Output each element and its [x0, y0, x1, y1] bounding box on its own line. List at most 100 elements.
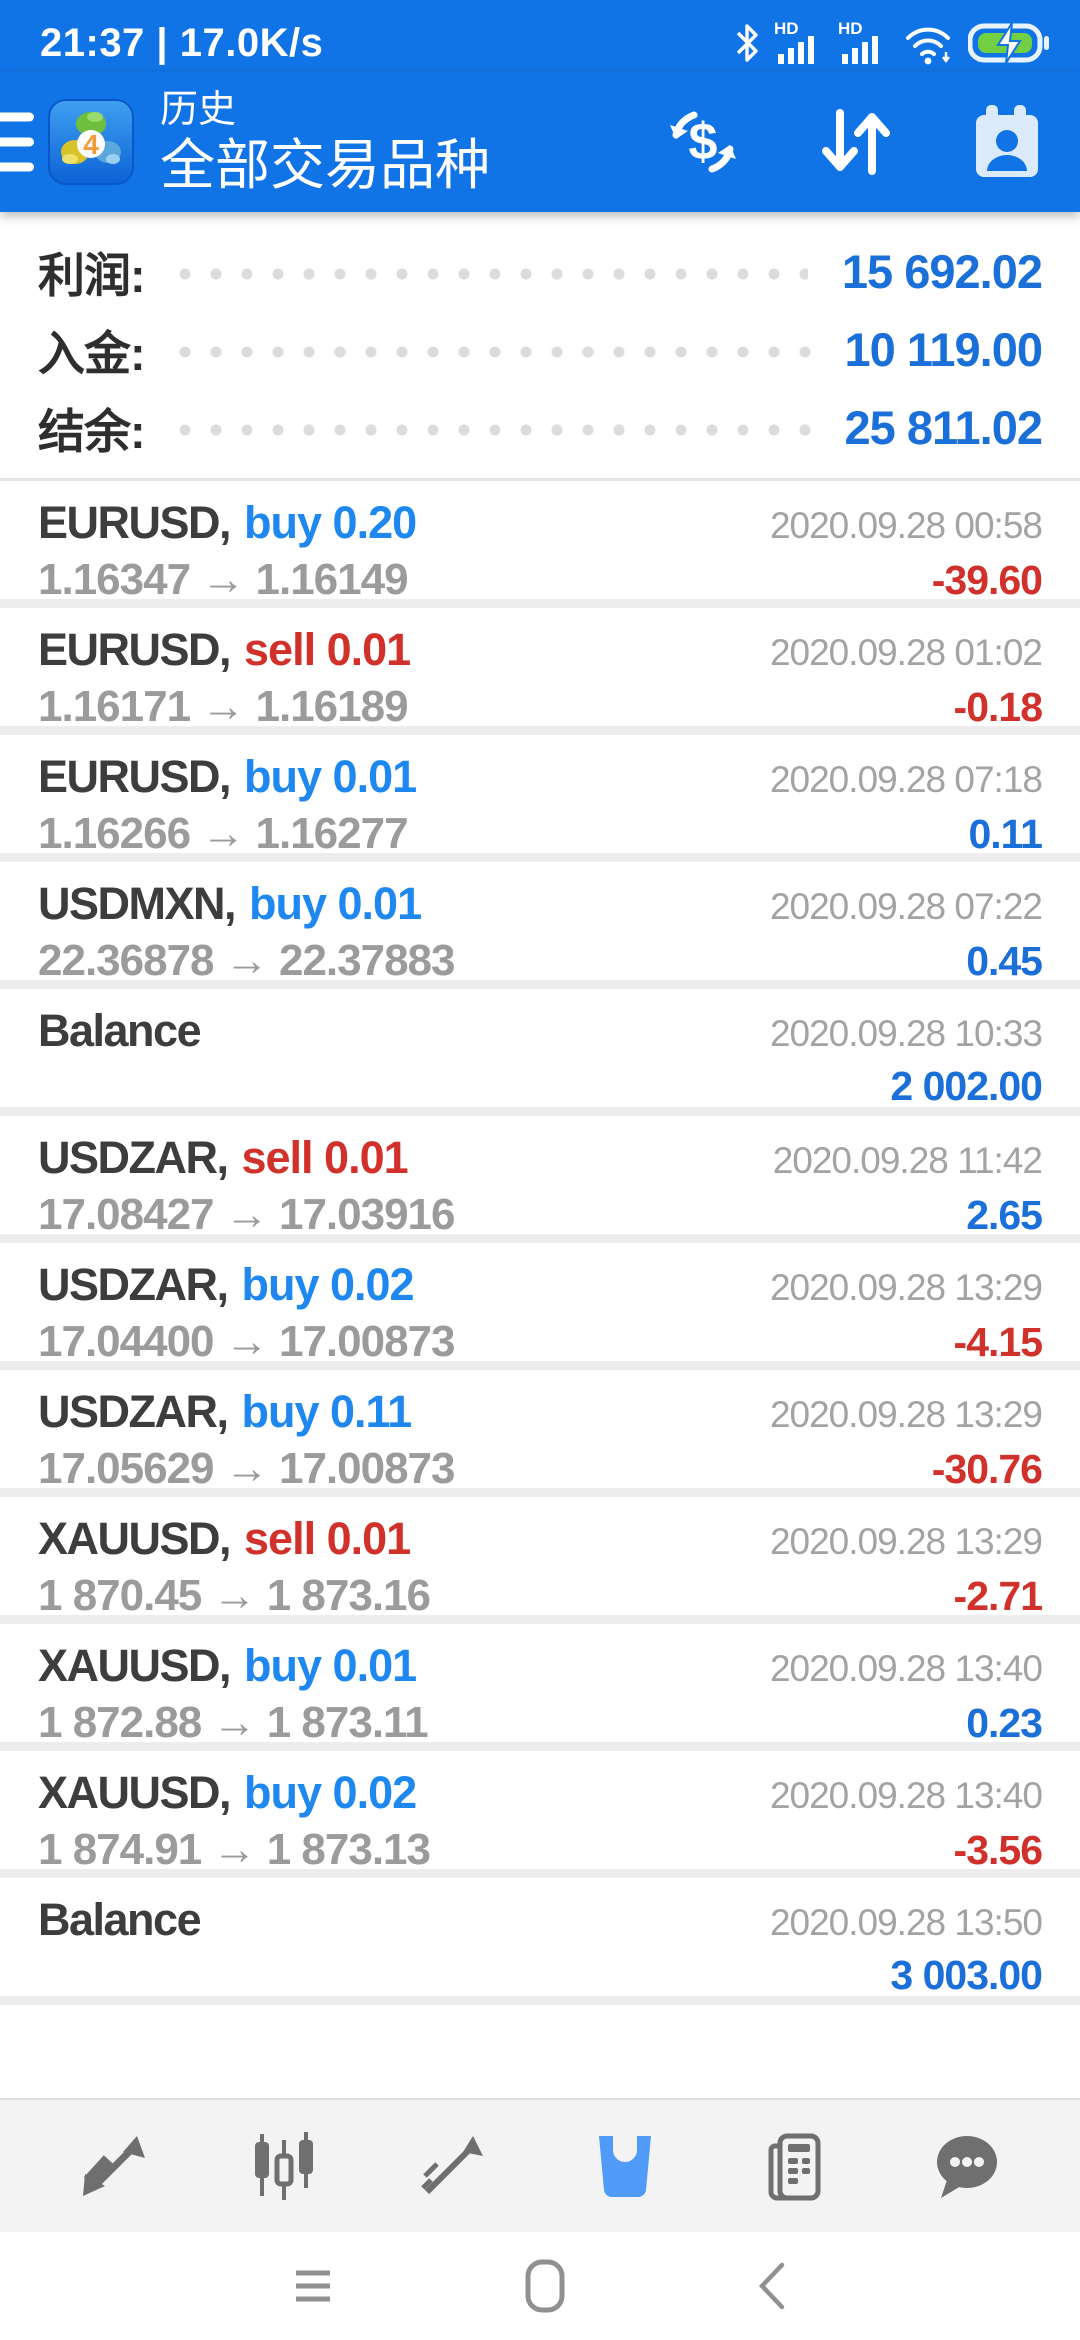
symbol-label: USDZAR, [38, 1132, 229, 1183]
row-title: EURUSD, buy 0.20 [38, 497, 417, 549]
row-profit: 0.23 [966, 1700, 1043, 1746]
svg-text:HD: HD [774, 20, 799, 38]
history-list: EURUSD, buy 0.20 2020.09.28 00:58 1.1634… [0, 481, 1080, 2005]
row-title: USDMXN, buy 0.01 [38, 878, 422, 930]
recents-menu-icon[interactable] [290, 2263, 336, 2309]
row-title: USDZAR, buy 0.02 [38, 1259, 415, 1311]
history-row[interactable]: USDZAR, buy 0.02 2020.09.28 13:29 17.044… [0, 1243, 1080, 1370]
side-volume-label: sell 0.01 [241, 1132, 409, 1183]
row-title: EURUSD, buy 0.01 [38, 751, 417, 803]
symbol-label: EURUSD, [38, 624, 232, 675]
signal-hd-icon: HD [774, 20, 826, 66]
symbol-label: EURUSD, [38, 497, 232, 548]
row-profit: -3.56 [953, 1827, 1043, 1873]
quotes-tab quotes-arrows-icon[interactable] [79, 2130, 151, 2202]
history-row[interactable]: USDMXN, buy 0.01 2020.09.28 07:22 22.368… [0, 862, 1080, 989]
history-tab-active inbox-history-icon[interactable] [587, 2128, 663, 2204]
history-row[interactable]: USDZAR, buy 0.11 2020.09.28 13:29 17.056… [0, 1370, 1080, 1497]
news-tab newspaper-icon[interactable] [760, 2130, 832, 2202]
page-title: 历史 [160, 89, 237, 131]
side-volume-label: buy 0.01 [244, 751, 417, 802]
history-row[interactable]: EURUSD, sell 0.01 2020.09.28 01:02 1.161… [0, 608, 1080, 735]
row-profit: -4.15 [953, 1319, 1043, 1365]
bluetooth-icon [732, 21, 762, 65]
row-datetime: 2020.09.28 13:29 [769, 1521, 1043, 1562]
status-bar: 21:37 | 17.0K/s HD HD [0, 0, 1080, 72]
history-row[interactable]: XAUUSD, sell 0.01 2020.09.28 13:29 1 870… [0, 1497, 1080, 1624]
row-title: XAUUSD, buy 0.02 [38, 1767, 417, 1819]
history-row[interactable]: EURUSD, buy 0.20 2020.09.28 00:58 1.1634… [0, 481, 1080, 608]
wifi-icon [902, 20, 956, 66]
metatrader4-logo: 4 [48, 99, 134, 185]
row-profit: 2 002.00 [890, 1063, 1043, 1109]
summary-label: 入金: [38, 326, 146, 380]
currency-exchange-icon[interactable]: $ [664, 101, 742, 183]
signal-hd-icon: HD [838, 20, 890, 66]
side-volume-label: buy 0.02 [241, 1259, 415, 1310]
symbol-label: USDMXN, [38, 878, 237, 929]
row-title: EURUSD, sell 0.01 [38, 624, 411, 676]
row-prices: 1.16347 → 1.16149 [38, 555, 409, 604]
row-datetime: 2020.09.28 13:29 [769, 1267, 1043, 1308]
messages-tab chat-bubble-icon[interactable] [929, 2130, 1001, 2202]
side-volume-label: buy 0.01 [249, 878, 422, 929]
row-profit: -2.71 [953, 1573, 1043, 1619]
app-header: 4 历史 全部交易品种 $ [0, 72, 1080, 212]
dotted-leader [178, 346, 811, 358]
svg-text:HD: HD [838, 20, 863, 38]
symbol-label: Balance [38, 1005, 202, 1056]
row-title: XAUUSD, sell 0.01 [38, 1513, 411, 1565]
battery-charging-icon [968, 21, 1050, 65]
row-datetime: 2020.09.28 13:40 [769, 1648, 1043, 1689]
row-title: USDZAR, sell 0.01 [38, 1132, 409, 1184]
history-row[interactable]: Balance 2020.09.28 10:33 2 002.00 [0, 989, 1080, 1116]
summary-row: 结余: 25 811.02 [38, 388, 1043, 466]
history-row[interactable]: USDZAR, sell 0.01 2020.09.28 11:42 17.08… [0, 1116, 1080, 1243]
side-volume-label: sell 0.01 [244, 624, 411, 675]
row-datetime: 2020.09.28 13:40 [769, 1775, 1043, 1816]
dotted-leader [178, 424, 811, 436]
row-title: XAUUSD, buy 0.01 [38, 1640, 417, 1692]
side-volume-label: buy 0.02 [244, 1767, 417, 1818]
row-profit: -30.76 [931, 1446, 1043, 1492]
row-title: USDZAR, buy 0.11 [38, 1386, 413, 1438]
svg-text:$: $ [689, 113, 718, 171]
sort-arrows-icon[interactable] [816, 101, 896, 183]
svg-text:4: 4 [83, 129, 99, 160]
history-row[interactable]: Balance 2020.09.28 13:50 3 003.00 [0, 1878, 1080, 2005]
side-volume-label: buy 0.20 [244, 497, 417, 548]
summary-label: 利润: [38, 248, 146, 302]
symbol-label: USDZAR, [38, 1259, 229, 1310]
side-volume-label: buy 0.01 [244, 1640, 417, 1691]
charts-tab candlestick-chart-icon[interactable] [248, 2130, 320, 2202]
row-datetime: 2020.09.28 10:33 [769, 1013, 1043, 1054]
row-prices: 1 872.88 → 1 873.11 [38, 1698, 429, 1747]
back-icon[interactable] [754, 2259, 790, 2313]
status-time-netspeed: 21:37 | 17.0K/s [40, 20, 324, 65]
summary-row: 利润: 15 692.02 [38, 232, 1043, 310]
row-prices: 17.04400 → 17.00873 [38, 1317, 455, 1366]
row-title: Balance [38, 1894, 202, 1946]
symbol-label: Balance [38, 1894, 202, 1945]
symbol-label: XAUUSD, [38, 1767, 232, 1818]
row-datetime: 2020.09.28 00:58 [769, 505, 1043, 546]
row-profit: 3 003.00 [890, 1952, 1043, 1998]
dotted-leader [178, 268, 808, 280]
menu-hamburger-icon[interactable] [0, 112, 34, 172]
history-row[interactable]: XAUUSD, buy 0.01 2020.09.28 13:40 1 872.… [0, 1624, 1080, 1751]
side-volume-label: buy 0.11 [241, 1386, 413, 1437]
symbol-filter-title[interactable]: 全部交易品种 [160, 134, 491, 196]
status-icons: HD HD [732, 6, 1050, 66]
summary-value: 10 119.00 [844, 322, 1043, 376]
home-icon[interactable] [522, 2257, 568, 2315]
history-row[interactable]: XAUUSD, buy 0.02 2020.09.28 13:40 1 874.… [0, 1751, 1080, 1878]
row-datetime: 2020.09.28 07:18 [769, 759, 1043, 800]
trade-tab trend-line-icon[interactable] [417, 2130, 489, 2202]
summary-value: 15 692.02 [841, 244, 1043, 298]
row-prices: 17.05629 → 17.00873 [38, 1444, 455, 1493]
row-prices: 22.36878 → 22.37883 [38, 936, 455, 985]
account-journal-icon[interactable] [970, 101, 1044, 183]
history-row[interactable]: EURUSD, buy 0.01 2020.09.28 07:18 1.1626… [0, 735, 1080, 862]
row-datetime: 2020.09.28 07:22 [769, 886, 1043, 927]
